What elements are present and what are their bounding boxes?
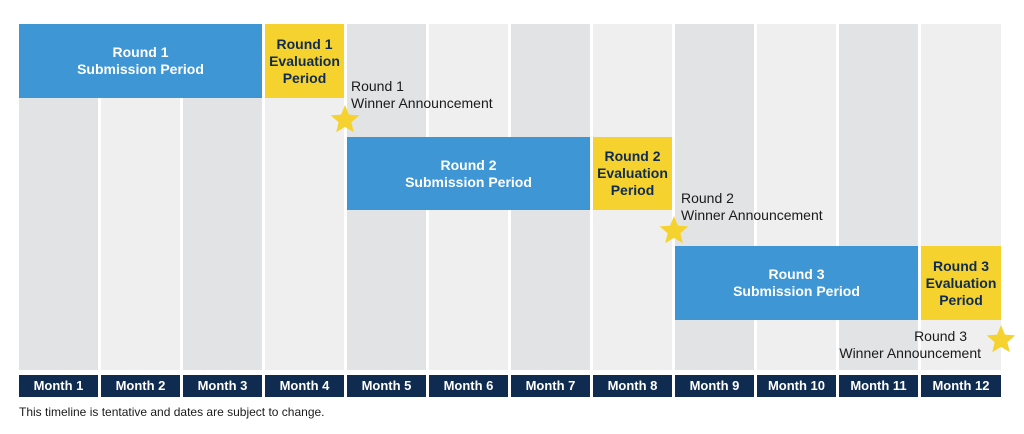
round-1-evaluation-line-2: Evaluation	[269, 52, 340, 69]
month-label-12: Month 12	[921, 375, 1001, 397]
month-label-7: Month 7	[511, 375, 590, 397]
month-label-5: Month 5	[347, 375, 426, 397]
round-2-evaluation-line-2: Evaluation	[597, 165, 668, 181]
round-1-submission-subtitle: Submission Period	[77, 61, 204, 77]
round-2-announcement-line-1: Round 2	[681, 190, 734, 206]
round-2-submission-bar: Round 2 Submission Period	[347, 137, 590, 210]
month-label-10: Month 10	[757, 375, 836, 397]
round-1-announcement: Round 1 Winner Announcement	[351, 78, 493, 112]
round-3-submission-title: Round 3	[768, 266, 825, 282]
month-label-4: Month 4	[265, 375, 344, 397]
round-3-evaluation-bar: Round 3 Evaluation Period	[921, 246, 1001, 320]
disclaimer-note: This timeline is tentative and dates are…	[19, 405, 325, 419]
round-3-submission-bar: Round 3 Submission Period	[675, 246, 918, 320]
round-3-announcement-line-1: Round 3	[914, 328, 967, 344]
month-label-1: Month 1	[19, 375, 98, 397]
star-icon	[659, 216, 689, 244]
month-label-6: Month 6	[429, 375, 508, 397]
round-2-submission-subtitle: Submission Period	[405, 173, 532, 190]
round-2-evaluation-bar: Round 2 Evaluation Period	[593, 137, 672, 210]
round-1-submission-title: Round 1	[112, 44, 169, 60]
round-1-announcement-line-1: Round 1	[351, 78, 404, 94]
month-label-3: Month 3	[183, 375, 262, 397]
round-2-announcement: Round 2 Winner Announcement	[681, 190, 823, 224]
round-2-announcement-line-2: Winner Announcement	[681, 207, 823, 223]
round-2-evaluation-line-1: Round 2	[604, 148, 661, 164]
star-icon	[330, 105, 360, 133]
round-3-announcement-line-2: Winner Announcement	[839, 345, 981, 361]
round-1-evaluation-line-1: Round 1	[276, 35, 333, 52]
month-label-8: Month 8	[593, 375, 672, 397]
star-icon	[986, 325, 1016, 353]
round-3-announcement: Round 3 Winner Announcement	[800, 328, 981, 362]
round-1-announcement-line-2: Winner Announcement	[351, 95, 493, 111]
round-1-evaluation-bar: Round 1 Evaluation Period	[265, 24, 344, 98]
round-1-submission-bar: Round 1 Submission Period	[19, 24, 262, 98]
round-3-evaluation-line-1: Round 3	[933, 257, 989, 274]
round-3-submission-subtitle: Submission Period	[733, 283, 860, 299]
month-label-2: Month 2	[101, 375, 180, 397]
round-2-submission-title: Round 2	[440, 156, 497, 173]
round-3-evaluation-line-2: Evaluation	[925, 274, 997, 291]
month-label-11: Month 11	[839, 375, 918, 397]
round-2-evaluation-line-3: Period	[610, 182, 655, 198]
round-1-evaluation-line-3: Period	[282, 69, 327, 86]
month-label-9: Month 9	[675, 375, 754, 397]
round-3-evaluation-line-3: Period	[939, 291, 983, 308]
